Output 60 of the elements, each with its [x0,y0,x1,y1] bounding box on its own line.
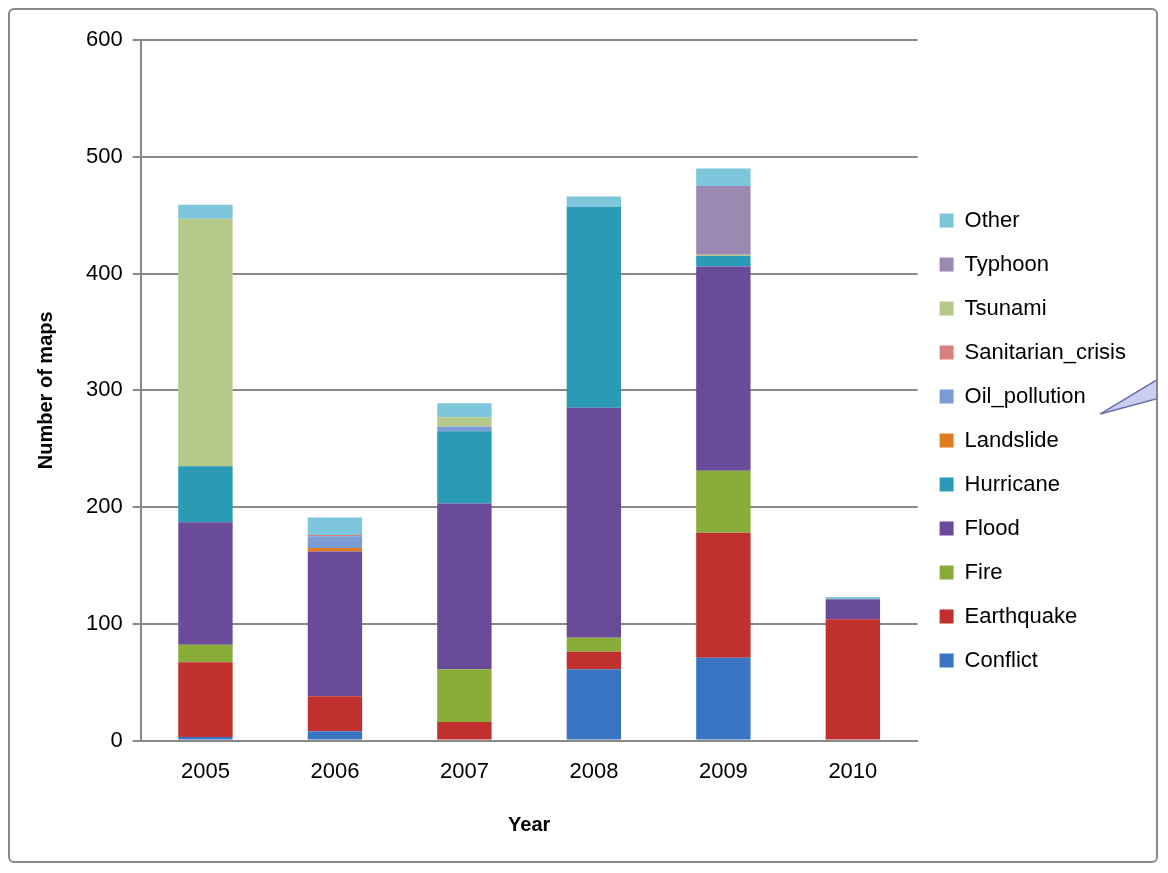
bar [566,407,622,638]
bar [566,196,622,207]
bar [696,256,751,267]
bar [696,266,751,471]
bar [437,503,492,670]
bar [566,637,622,652]
bar [696,168,751,186]
bar [178,644,233,663]
bar [437,417,492,427]
bar [437,431,492,504]
bar [696,185,751,255]
bar [825,599,881,620]
bar [437,426,492,432]
y-tick-label: 500 [85,142,123,168]
bar [307,731,363,740]
bar [696,532,751,658]
bar [178,204,233,219]
bar [178,466,233,523]
bar [825,619,881,740]
y-tick-label: 400 [85,259,123,285]
bar [566,669,622,740]
bar [178,522,233,645]
bar [696,657,751,740]
y-tick-label: 600 [85,26,123,52]
legend-label: Other [964,206,1020,232]
bar [307,551,363,697]
x-tick-label: 2005 [180,757,230,783]
bar [566,651,622,670]
bar [437,403,492,418]
bar [178,737,233,740]
legend-label: Hurricane [964,470,1060,496]
y-tick-label: 200 [85,493,123,519]
bar [437,721,492,740]
legend-label: Oil_pollution [964,382,1086,408]
legend-label: Typhoon [964,250,1049,276]
x-tick-label: 2006 [310,757,360,783]
y-axis-title: Number of maps [33,311,56,470]
y-tick-label: 0 [110,726,123,752]
legend-label: Tsunami [964,294,1047,320]
bar [307,696,363,732]
bar [696,470,751,533]
x-axis-title: Year [508,812,551,835]
x-tick-label: 2007 [439,757,489,783]
bar [178,662,233,738]
x-tick-label: 2009 [698,757,748,783]
legend-label: Conflict [964,646,1038,672]
y-tick-label: 100 [85,609,123,635]
bar [307,536,363,548]
legend-label: Landslide [964,426,1059,452]
x-tick-label: 2010 [828,757,878,783]
legend-label: Earthquake [964,602,1078,628]
bar [307,517,363,536]
y-tick-label: 300 [85,376,123,402]
bar [178,218,233,467]
bar [437,669,492,722]
legend-label: Flood [964,514,1020,540]
legend-label: Sanitarian_crisis [964,338,1126,364]
legend-label: Fire [964,558,1003,584]
bar [566,206,622,408]
x-tick-label: 2008 [569,757,619,783]
